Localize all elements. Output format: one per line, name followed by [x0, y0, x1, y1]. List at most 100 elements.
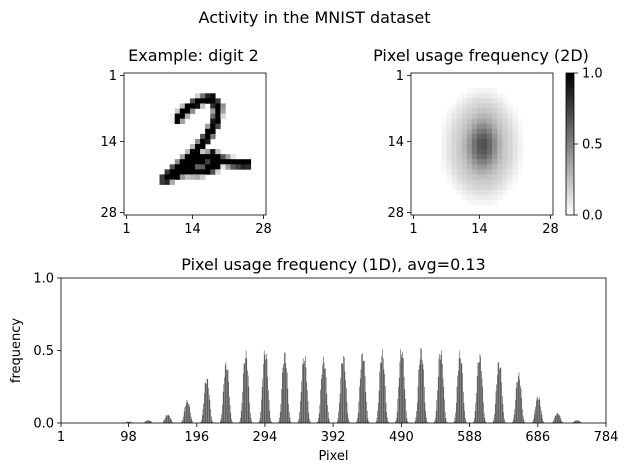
usage-pixel	[497, 179, 503, 185]
frequency-bar	[304, 356, 306, 423]
frequency-bar	[265, 353, 267, 423]
frequency-bar	[542, 418, 543, 423]
usage-pixel	[502, 184, 508, 190]
frequency-bar	[190, 416, 192, 423]
usage-pixel	[517, 164, 523, 170]
usage-1d-ytick-label: 0.5	[33, 344, 54, 359]
usage-pixel	[492, 98, 498, 104]
usage-pixel	[492, 154, 498, 160]
usage-pixel	[476, 149, 483, 155]
usage-pixel	[482, 133, 488, 140]
usage-pixel	[461, 194, 468, 201]
usage-pixel	[487, 159, 493, 165]
usage-pixel	[502, 123, 508, 130]
usage-pixel	[461, 133, 468, 140]
frequency-bar	[421, 360, 423, 423]
frequency-bar	[474, 411, 476, 423]
frequency-bar	[259, 420, 260, 423]
usage-pixel	[482, 103, 488, 109]
usage-pixel	[487, 108, 493, 114]
frequency-bar	[148, 420, 149, 423]
frequency-bar	[223, 384, 225, 423]
usage-pixel	[446, 179, 452, 185]
frequency-bar	[208, 388, 209, 423]
usage-pixel	[482, 179, 488, 185]
frequency-bar	[327, 412, 329, 423]
usage-pixel	[497, 174, 503, 180]
digit-pixel	[245, 164, 252, 170]
usage-pixel	[476, 113, 483, 119]
usage-pixel	[446, 108, 452, 114]
digit-pixel	[200, 164, 206, 170]
digit-pixel	[205, 128, 211, 135]
frequency-bar	[366, 410, 368, 423]
digit-pixel	[240, 159, 247, 165]
frequency-bar	[380, 363, 382, 423]
digit-pixel	[205, 98, 211, 104]
frequency-bar	[533, 418, 534, 423]
usage-pixel	[471, 113, 478, 119]
usage-pixel	[451, 164, 457, 170]
usage-pixel	[482, 159, 488, 165]
frequency-bar	[473, 421, 474, 423]
usage-2d-colorbar-ticks: 0.0 0.5 1.0	[574, 67, 603, 224]
frequency-bar	[356, 421, 358, 423]
usage-pixel	[492, 108, 498, 114]
digit-pixel	[174, 159, 181, 165]
usage-pixel	[492, 184, 498, 190]
digit-pixel	[215, 159, 221, 165]
frequency-bar	[407, 421, 408, 423]
frequency-bar	[492, 421, 494, 423]
usage-pixel	[461, 103, 468, 109]
usage-pixel	[451, 149, 457, 155]
usage-pixel	[497, 159, 503, 165]
usage-pixel	[471, 189, 478, 196]
usage-pixel	[476, 184, 483, 190]
frequency-bar	[265, 359, 266, 423]
usage-pixel	[461, 174, 468, 180]
frequency-bar	[444, 399, 445, 423]
frequency-bar	[268, 390, 269, 423]
frequency-bar	[580, 422, 582, 423]
frequency-bar	[368, 421, 369, 423]
frequency-bar	[341, 363, 343, 423]
frequency-bar	[484, 418, 486, 423]
usage-pixel	[466, 154, 473, 160]
frequency-bar	[300, 392, 302, 423]
frequency-bar	[538, 397, 540, 423]
frequency-bar	[438, 358, 440, 423]
digit-pixel	[159, 179, 165, 185]
usage-pixel	[461, 149, 468, 155]
frequency-bar	[426, 421, 428, 423]
usage-pixel	[497, 138, 503, 145]
frequency-bar	[454, 417, 456, 423]
digit-pixel	[205, 138, 211, 145]
usage-pixel	[466, 98, 473, 104]
frequency-bar	[517, 382, 518, 423]
digit-pixel	[200, 103, 206, 109]
frequency-bar	[307, 401, 309, 423]
frequency-bar	[285, 363, 287, 423]
frequency-bar	[129, 421, 131, 423]
example-digit-panel: Example: digit 2 1 14 28 1 14 28	[100, 46, 271, 237]
usage-pixel	[461, 128, 468, 135]
digit-pixel	[164, 179, 170, 185]
usage-pixel	[502, 159, 508, 165]
digit-pixel	[230, 164, 236, 170]
usage-pixel	[517, 123, 523, 130]
frequency-bar	[249, 412, 251, 423]
frequency-bar	[203, 403, 204, 423]
frequency-bar	[323, 356, 324, 423]
frequency-bar	[441, 350, 442, 423]
frequency-bar	[379, 371, 381, 423]
frequency-bar	[339, 393, 341, 423]
frequency-bar	[326, 393, 328, 423]
usage-pixel	[492, 199, 498, 206]
digit-pixel	[189, 103, 196, 109]
usage-pixel	[507, 133, 513, 140]
frequency-bar	[240, 410, 242, 423]
digit-pixel	[225, 154, 231, 160]
frequency-bar	[243, 362, 245, 423]
frequency-bar	[536, 400, 537, 423]
frequency-bar	[183, 416, 184, 423]
